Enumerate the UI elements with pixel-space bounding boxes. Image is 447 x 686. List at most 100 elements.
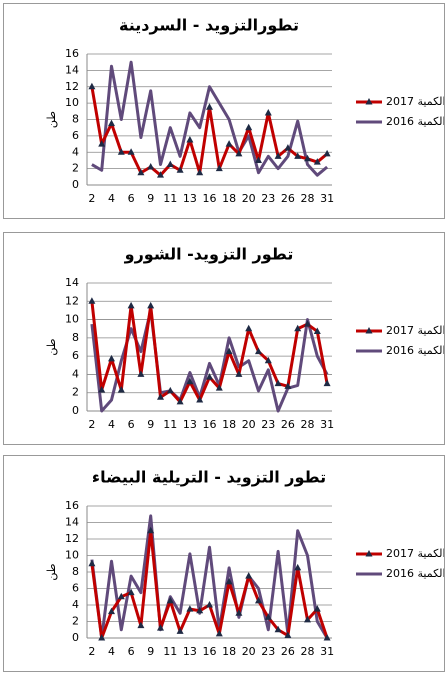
marker — [225, 347, 233, 355]
x-tick-label: 6 — [128, 192, 135, 205]
marker — [264, 613, 272, 620]
marker — [313, 605, 321, 612]
marker — [206, 373, 213, 380]
series-line — [90, 86, 329, 177]
marker — [88, 297, 96, 304]
marker — [147, 526, 155, 534]
x-tick-label: 26 — [281, 418, 295, 431]
marker — [127, 588, 135, 596]
y-tick-label: 0 — [72, 404, 79, 417]
chart-title: تطورالتزويد - السردينة — [119, 16, 299, 35]
series-line — [91, 60, 329, 177]
y-tick-label: 4 — [72, 598, 79, 611]
y-tick-label: 12 — [65, 532, 79, 545]
x-tick-label: 9 — [147, 645, 154, 658]
y-tick-label: 8 — [72, 565, 79, 578]
legend-label: الكمية 2016 — [386, 115, 444, 128]
y-tick-label: 14 — [65, 276, 79, 289]
marker — [215, 384, 223, 391]
chart-panel: تطور التزويد - التريلية البيضاء طن 0 2 4 6 8 10… — [3, 455, 445, 672]
marker — [186, 135, 194, 143]
marker — [157, 171, 164, 178]
x-tick-label: 18 — [222, 192, 236, 205]
marker — [284, 631, 292, 639]
y-tick-label: 10 — [65, 313, 79, 326]
y-tick-label: 10 — [65, 96, 79, 109]
x-tick-label: 13 — [183, 645, 197, 658]
y-tick-label: 0 — [72, 631, 79, 644]
x-tick-label: 16 — [203, 418, 217, 431]
marker — [166, 386, 174, 394]
x-tick-label: 2 — [88, 192, 95, 205]
legend-marker — [365, 327, 373, 334]
marker — [147, 162, 155, 170]
x-tick-label: 18 — [222, 418, 236, 431]
marker — [225, 577, 233, 585]
x-tick-label: 11 — [163, 192, 177, 205]
y-tick-label: 6 — [72, 349, 79, 362]
marker — [235, 149, 243, 157]
marker — [108, 607, 115, 615]
y-tick-label: 4 — [72, 145, 79, 158]
marker — [294, 563, 302, 571]
chart-title: تطور التزويد - التريلية البيضاء — [92, 468, 326, 487]
marker — [284, 144, 292, 151]
y-tick-label: 8 — [72, 331, 79, 344]
x-tick-label: 2 — [88, 645, 95, 658]
marker — [127, 148, 135, 155]
y-tick-label: 8 — [72, 113, 79, 126]
marker — [166, 596, 174, 604]
y-tick-label: 6 — [72, 582, 79, 595]
marker — [206, 103, 213, 110]
marker — [274, 625, 282, 633]
marker — [274, 152, 282, 159]
marker — [304, 320, 311, 327]
marker — [323, 149, 331, 157]
marker — [127, 301, 135, 309]
x-tick-label: 13 — [183, 418, 197, 431]
y-axis-label: طن — [45, 111, 58, 128]
marker — [304, 615, 311, 623]
marker — [88, 82, 96, 90]
x-tick-label: 20 — [242, 645, 256, 658]
marker — [245, 123, 253, 131]
marker — [323, 634, 331, 641]
marker — [274, 379, 282, 387]
x-tick-label: 20 — [242, 418, 256, 431]
chart-panel: تطور التزويد- الشورو طن 0 2 4 6 8 10 12 14 2 4 6 9 11 1… — [3, 232, 445, 445]
x-tick-label: 9 — [147, 418, 154, 431]
x-tick-label: 23 — [261, 418, 275, 431]
marker — [323, 379, 331, 387]
x-tick-label: 28 — [301, 645, 315, 658]
marker — [255, 156, 262, 163]
x-tick-label: 26 — [281, 645, 295, 658]
legend-label: الكمية 2016 — [386, 567, 444, 580]
y-tick-label: 14 — [65, 516, 79, 529]
y-tick-label: 12 — [65, 80, 79, 93]
marker — [255, 347, 262, 355]
marker — [313, 327, 321, 334]
x-tick-label: 11 — [163, 645, 177, 658]
marker — [196, 606, 204, 614]
x-tick-label: 18 — [222, 645, 236, 658]
x-tick-label: 31 — [320, 418, 334, 431]
marker — [186, 377, 194, 385]
marker — [196, 168, 204, 176]
marker — [166, 160, 174, 168]
marker — [98, 385, 106, 393]
marker — [313, 158, 321, 165]
y-tick-label: 14 — [65, 63, 79, 76]
marker — [176, 627, 184, 634]
marker — [245, 324, 253, 332]
x-tick-label: 9 — [147, 192, 154, 205]
y-tick-label: 2 — [72, 162, 79, 175]
marker — [264, 356, 272, 364]
marker — [176, 397, 184, 405]
marker — [98, 634, 106, 641]
marker — [117, 148, 125, 155]
marker — [225, 140, 233, 147]
marker — [245, 572, 253, 579]
legend-label: الكمية 2016 — [386, 344, 444, 357]
